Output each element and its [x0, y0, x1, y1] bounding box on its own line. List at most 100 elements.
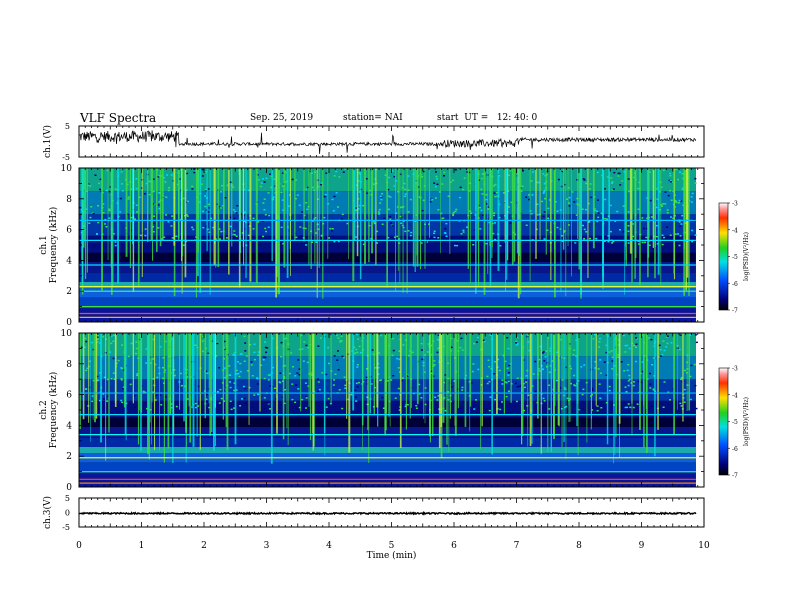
noise-pixel [545, 350, 548, 352]
noise-pixel [517, 385, 520, 388]
noise-pixel [299, 226, 302, 228]
sferic-streak [364, 168, 366, 264]
x-tick-label: 0 [76, 541, 82, 551]
sferic-streak [184, 168, 187, 278]
noise-pixel [337, 206, 339, 208]
noise-pixel [637, 243, 640, 245]
noise-pixel [571, 191, 574, 193]
sferic-streak [688, 168, 690, 296]
sferic-streak [209, 168, 211, 295]
sferic-streak [654, 168, 656, 247]
noise-pixel [596, 210, 599, 213]
sferic-streak [618, 333, 621, 424]
noise-pixel [234, 210, 237, 213]
noise-pixel [387, 236, 390, 239]
sferic-streak [429, 168, 430, 238]
sferic-streak [169, 333, 172, 415]
x-tick-label: 1 [139, 541, 145, 551]
noise-pixel [292, 400, 295, 402]
noise-pixel [91, 395, 94, 397]
noise-pixel [158, 174, 161, 177]
noise-pixel [516, 336, 519, 339]
noise-pixel [239, 362, 242, 365]
noise-pixel [192, 228, 195, 231]
noise-pixel [333, 355, 336, 357]
sferic-streak [249, 168, 252, 282]
noise-pixel [622, 205, 625, 207]
noise-pixel [386, 380, 389, 382]
noise-pixel [311, 186, 314, 189]
noise-pixel [402, 344, 405, 346]
noise-pixel [661, 243, 664, 246]
noise-pixel [380, 379, 382, 381]
noise-pixel [449, 181, 452, 183]
colorbar-tick-label: -4 [732, 227, 738, 234]
noise-pixel [527, 341, 530, 343]
noise-pixel [670, 181, 673, 183]
noise-pixel [579, 408, 582, 410]
noise-pixel [390, 222, 392, 224]
noise-pixel [347, 398, 350, 401]
noise-pixel [452, 214, 455, 217]
noise-pixel [110, 342, 113, 345]
frequency-band [79, 417, 696, 427]
noise-pixel [193, 168, 196, 170]
noise-pixel [471, 370, 474, 373]
noise-pixel [680, 405, 683, 407]
noise-pixel [103, 376, 106, 379]
noise-pixel [680, 378, 683, 380]
noise-pixel [163, 177, 165, 179]
noise-pixel [106, 169, 109, 172]
noise-pixel [167, 189, 170, 192]
noise-pixel [250, 361, 253, 363]
noise-pixel [152, 338, 155, 341]
sferic-streak [368, 168, 370, 263]
noise-pixel [495, 191, 498, 194]
noise-pixel [388, 208, 390, 211]
sferic-streak [491, 333, 493, 455]
noise-pixel [669, 234, 672, 236]
noise-pixel [392, 349, 395, 352]
sferic-streak [577, 333, 579, 456]
noise-pixel [108, 209, 111, 212]
noise-pixel [589, 183, 592, 185]
noise-pixel [194, 344, 197, 346]
noise-pixel [285, 181, 287, 183]
sferic-streak [137, 333, 140, 445]
noise-pixel [488, 365, 491, 368]
noise-pixel [272, 337, 275, 340]
noise-pixel [159, 394, 162, 396]
noise-pixel [631, 223, 634, 225]
noise-pixel [454, 244, 456, 247]
noise-pixel [134, 218, 136, 220]
noise-pixel [460, 233, 463, 235]
noise-pixel [529, 210, 532, 212]
noise-pixel [444, 409, 447, 412]
noise-pixel [563, 230, 566, 232]
noise-pixel [355, 236, 358, 238]
sferic-streak [278, 168, 280, 295]
noise-pixel [594, 241, 597, 243]
noise-pixel [252, 228, 255, 230]
noise-pixel [339, 341, 342, 343]
sferic-streak [683, 168, 686, 296]
sferic-streak [563, 333, 565, 442]
sferic-streak [286, 333, 288, 429]
noise-pixel [669, 175, 672, 177]
noise-pixel [690, 196, 693, 198]
sferic-streak [191, 333, 193, 406]
noise-pixel [472, 363, 475, 365]
noise-pixel [542, 351, 545, 353]
noise-pixel [139, 234, 142, 237]
noise-pixel [595, 237, 598, 240]
sferic-streak [562, 168, 565, 250]
noise-pixel [394, 397, 397, 399]
noise-pixel [530, 213, 533, 215]
noise-pixel [547, 217, 549, 220]
noise-pixel [164, 340, 167, 343]
noise-pixel [154, 363, 157, 366]
sferic-streak [226, 333, 229, 451]
noise-pixel [669, 400, 671, 402]
noise-pixel [333, 240, 336, 243]
noise-pixel [94, 174, 97, 176]
